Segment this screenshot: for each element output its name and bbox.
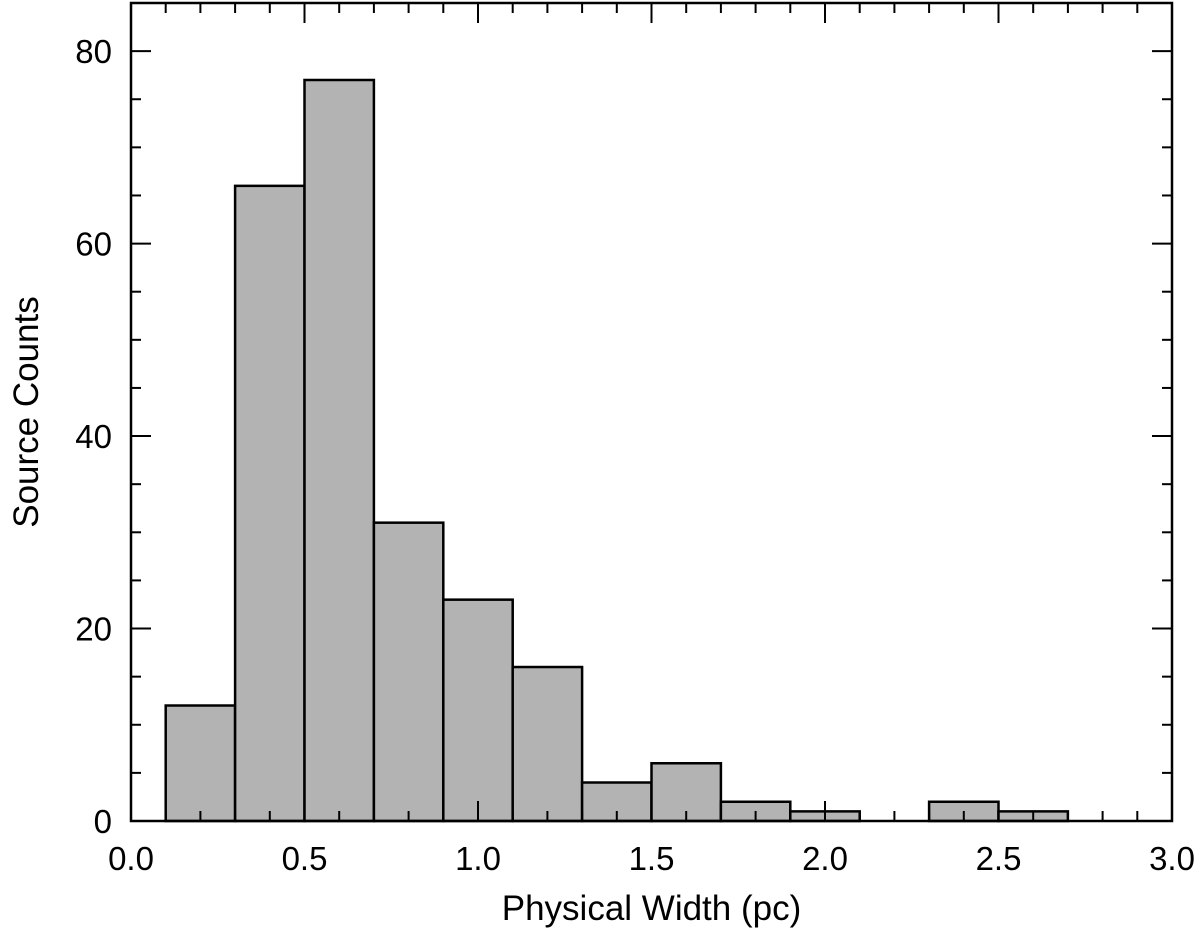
tick-labels-group: 0.0 0.5 1.0 1.5 2.0 2.5 3.0 0 20 40 60 80 [75,33,1195,877]
y-tick-label: 20 [75,611,112,648]
histogram-bar [442,598,514,823]
x-tick-label: 2.0 [802,840,848,877]
histogram-bar [233,184,306,823]
x-axis-label: Physical Width (pc) [502,889,802,928]
y-tick-label: 40 [75,418,112,455]
histogram-bar [372,521,445,823]
y-tick-label: 60 [75,226,112,263]
histogram-bar [511,665,584,823]
ticks-group [130,3,1173,822]
bars-group [164,78,1070,823]
x-tick-label: 2.5 [976,840,1022,877]
y-tick-label: 80 [75,33,112,70]
x-tick-label: 3.0 [1149,840,1195,877]
x-tick-label: 1.5 [629,840,675,877]
x-tick-label: 1.0 [455,840,501,877]
histogram-bar [303,78,376,823]
histogram-bar [164,704,237,823]
x-tick-label: 0.5 [282,840,328,877]
y-tick-label: 0 [94,803,112,840]
x-tick-label: 0.0 [108,840,154,877]
y-axis-label: Source Counts [7,296,46,528]
